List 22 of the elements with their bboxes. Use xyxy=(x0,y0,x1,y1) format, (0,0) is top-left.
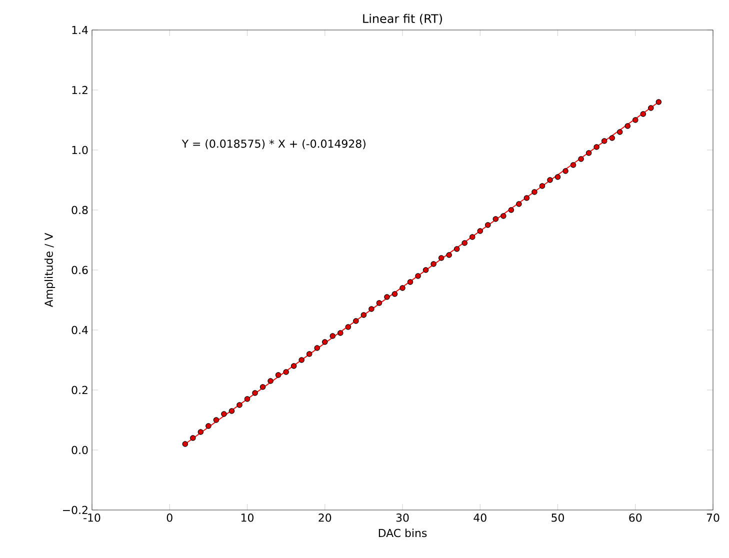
y-axis-title: Amplitude / V xyxy=(44,232,56,308)
y-tick-label: 0.2 xyxy=(72,386,88,394)
x-tick-label: 10 xyxy=(241,514,254,522)
y-tick-label: −0.2 xyxy=(63,506,88,514)
y-tick-label: 1.2 xyxy=(72,86,88,94)
x-tick-label: 50 xyxy=(552,514,564,522)
chart-title: Linear fit (RT) xyxy=(363,14,442,24)
x-tick-label: 30 xyxy=(396,514,409,522)
y-tick-label: 0.0 xyxy=(72,446,88,454)
annotation: Y = (0.018575) * X + (-0.014928) xyxy=(182,139,366,150)
y-tick-label: 0.6 xyxy=(72,266,88,274)
x-tick-label: 60 xyxy=(629,514,642,522)
x-tick-label: 40 xyxy=(474,514,486,522)
y-tick-label: 0.4 xyxy=(72,326,88,334)
x-axis-title: DAC bins xyxy=(378,528,427,538)
x-tick-label: 20 xyxy=(318,514,332,522)
x-tick-label: 70 xyxy=(706,514,720,522)
y-tick-label: 1.4 xyxy=(72,26,88,34)
y-tick-label: 0.8 xyxy=(72,206,88,214)
x-tick-label: -10 xyxy=(84,514,100,522)
x-tick-label: 0 xyxy=(166,514,172,522)
y-tick-label: 1.0 xyxy=(72,146,88,154)
